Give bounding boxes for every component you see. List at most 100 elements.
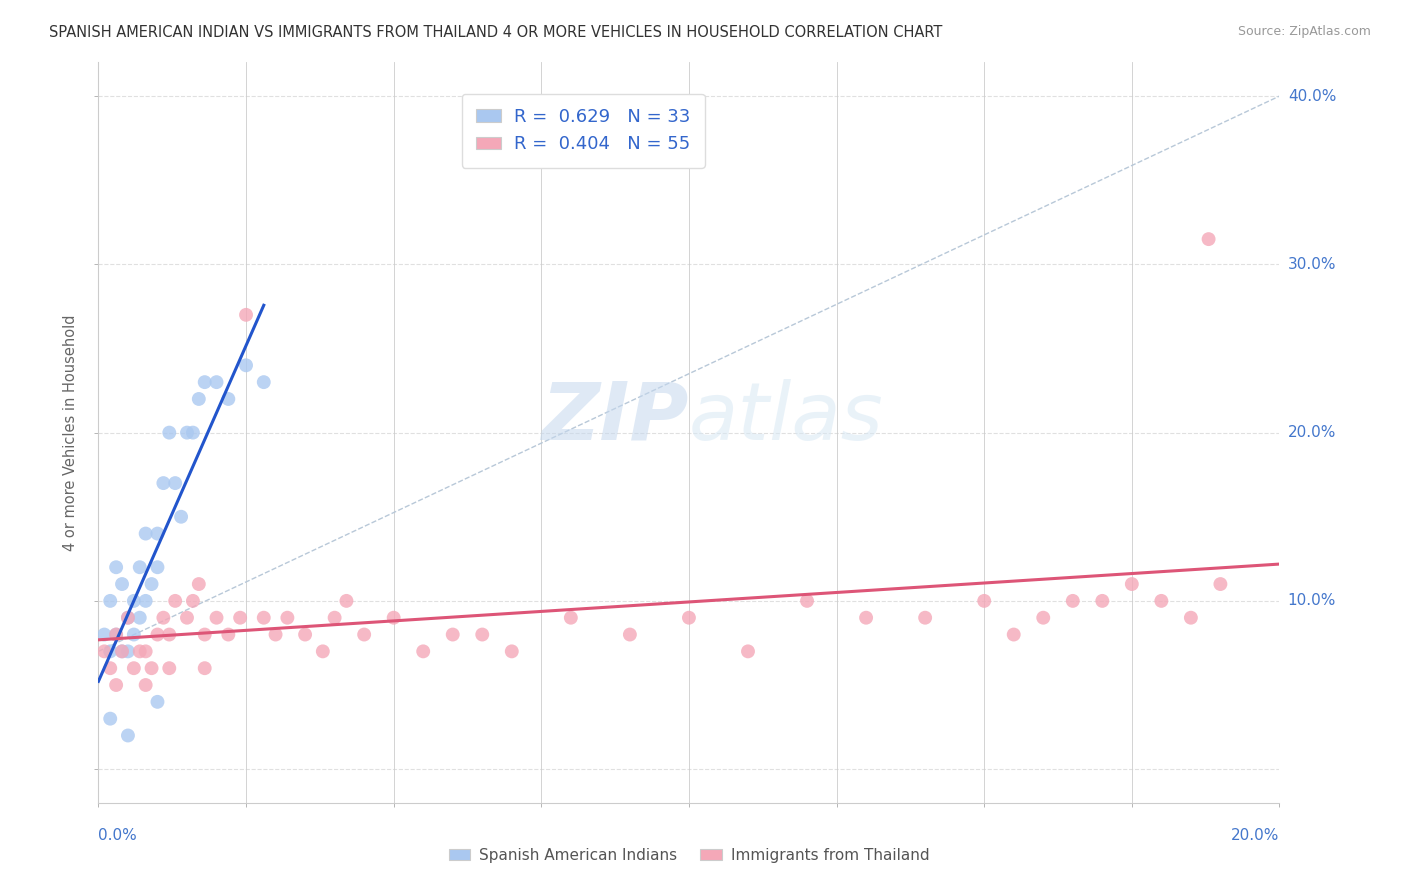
Point (1209, 577, 1232, 591)
Point (152, 610, 174, 624)
Point (501, 644, 523, 658)
Point (1032, 610, 1054, 624)
Point (737, 644, 759, 658)
Point (135, 594, 157, 608)
Legend: Spanish American Indians, Immigrants from Thailand: Spanish American Indians, Immigrants fro… (443, 842, 935, 869)
Point (111, 644, 134, 658)
Point (93, 627, 115, 641)
Point (253, 610, 276, 624)
Point (105, 560, 128, 574)
Point (146, 560, 169, 574)
Point (117, 610, 139, 624)
Point (146, 695, 169, 709)
Point (194, 627, 217, 641)
Point (128, 644, 150, 658)
Point (312, 644, 335, 658)
Point (217, 392, 239, 406)
Point (382, 610, 405, 624)
Point (1002, 627, 1025, 641)
Point (176, 610, 198, 624)
Point (205, 610, 228, 624)
Text: 0.0%: 0.0% (98, 828, 138, 843)
Point (105, 627, 128, 641)
Point (855, 610, 877, 624)
Text: ZIP: ZIP (541, 379, 689, 457)
Point (181, 594, 204, 608)
Point (294, 627, 316, 641)
Point (229, 610, 252, 624)
Text: 10.0%: 10.0% (1288, 593, 1336, 608)
Point (117, 610, 139, 624)
Point (353, 627, 375, 641)
Point (98, 712, 121, 726)
Y-axis label: 4 or more Vehicles in Household: 4 or more Vehicles in Household (63, 314, 79, 551)
Point (217, 627, 239, 641)
Point (441, 627, 464, 641)
Point (796, 594, 818, 608)
Point (165, 594, 187, 608)
Point (98, 661, 121, 675)
Point (619, 627, 641, 641)
Point (187, 392, 209, 406)
Point (205, 375, 228, 389)
Point (128, 560, 150, 574)
Point (165, 476, 187, 491)
Point (914, 610, 936, 624)
Point (471, 627, 494, 641)
Point (157, 627, 180, 641)
Point (122, 627, 145, 641)
Point (276, 610, 298, 624)
Point (253, 375, 276, 389)
Point (187, 577, 209, 591)
Point (1091, 594, 1114, 608)
Point (1198, 232, 1220, 246)
Text: 20.0%: 20.0% (1288, 425, 1336, 440)
Point (105, 678, 128, 692)
Point (146, 526, 169, 541)
Point (93, 644, 115, 658)
Text: 30.0%: 30.0% (1288, 257, 1336, 272)
Point (560, 610, 582, 624)
Point (98, 644, 121, 658)
Point (235, 359, 257, 373)
Point (135, 526, 157, 541)
Point (176, 425, 198, 440)
Point (152, 476, 174, 491)
Point (98, 594, 121, 608)
Point (128, 610, 150, 624)
Point (122, 594, 145, 608)
Point (412, 644, 434, 658)
Point (117, 729, 139, 743)
Point (157, 425, 180, 440)
Text: 40.0%: 40.0% (1288, 88, 1336, 103)
Point (111, 577, 134, 591)
Point (1062, 594, 1084, 608)
Point (973, 594, 995, 608)
Point (1121, 577, 1143, 591)
Point (194, 375, 217, 389)
Point (122, 661, 145, 675)
Point (194, 661, 217, 675)
Point (264, 627, 287, 641)
Point (323, 610, 346, 624)
Text: 20.0%: 20.0% (1232, 828, 1279, 843)
Point (157, 661, 180, 675)
Point (111, 644, 134, 658)
Point (117, 644, 139, 658)
Point (335, 594, 357, 608)
Point (181, 425, 204, 440)
Point (141, 661, 163, 675)
Point (141, 577, 163, 591)
Point (1180, 610, 1202, 624)
Text: SPANISH AMERICAN INDIAN VS IMMIGRANTS FROM THAILAND 4 OR MORE VEHICLES IN HOUSEH: SPANISH AMERICAN INDIAN VS IMMIGRANTS FR… (49, 25, 942, 40)
Point (678, 610, 700, 624)
Point (235, 308, 257, 322)
Point (135, 678, 157, 692)
Point (135, 644, 157, 658)
Point (170, 509, 193, 524)
Point (1150, 594, 1173, 608)
Point (146, 627, 169, 641)
Point (105, 627, 128, 641)
Text: atlas: atlas (689, 379, 884, 457)
Text: Source: ZipAtlas.com: Source: ZipAtlas.com (1237, 25, 1371, 38)
